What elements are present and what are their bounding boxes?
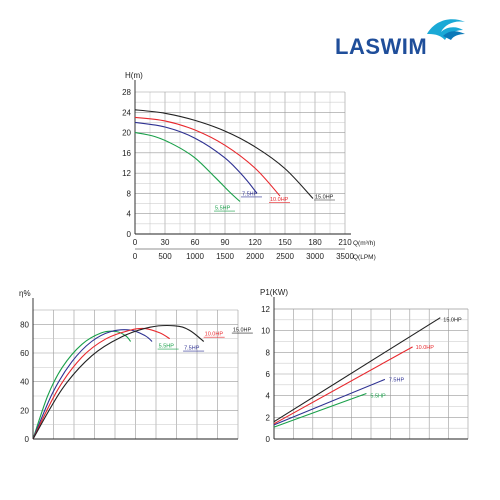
series-label: 7.5HP (389, 377, 405, 383)
x2-tick-label: 3000 (306, 252, 324, 261)
series-label: 7.5HP (184, 346, 200, 352)
y-axis-title: P1(KW) (260, 288, 288, 297)
chart-2: 0 20 40 60 80 η% 5.5HP 7.5HP 10.0HP 15.0HP (19, 289, 253, 444)
series-label: 10.0HP (205, 332, 224, 338)
wave-icon (427, 19, 465, 40)
x-axis-title: Q(m³/h) (353, 240, 375, 247)
series-label: 15.0HP (233, 328, 252, 334)
x2-tick-label: 3500 (336, 252, 354, 261)
y-tick-label: 4 (127, 210, 132, 219)
x-tick-label: 180 (308, 238, 322, 247)
y-tick-label: 12 (261, 305, 270, 314)
y-tick-label: 0 (266, 435, 271, 444)
x2-tick-label: 500 (158, 252, 172, 261)
x2-tick-label: 2000 (246, 252, 264, 261)
x-tick-label: 0 (133, 238, 138, 247)
series-line-7.5HP (134, 121, 258, 194)
series-line-7.5HP (32, 329, 153, 440)
series-line-5.5HP (273, 392, 367, 428)
chart-1: 0 4 8 12 16 20 24 28 H(m) 0 30 60 90 120 150 180 210 0 500… (122, 71, 376, 261)
x-tick-label: 150 (278, 238, 292, 247)
series-line-15.0HP (134, 109, 314, 199)
brand-logo: LASWIM (335, 14, 480, 59)
y-tick-label: 24 (122, 108, 131, 117)
y-tick-label: 10 (261, 327, 270, 336)
y-tick-label: 20 (20, 406, 29, 415)
series-label: 5.5HP (215, 206, 231, 212)
series-label: 15.0HP (443, 318, 462, 324)
series-label: 7.5HP (242, 191, 258, 197)
x-tick-label: 90 (221, 238, 230, 247)
series-label: 10.0HP (270, 197, 289, 203)
y-tick-label: 8 (127, 189, 132, 198)
x2-axis-title: Q(LPM) (353, 254, 376, 261)
x-tick-label: 210 (338, 238, 352, 247)
x2-tick-label: 1000 (186, 252, 204, 261)
x2-tick-label: 1500 (216, 252, 234, 261)
y-tick-label: 0 (25, 435, 30, 444)
series-label: 10.0HP (416, 345, 435, 351)
y-tick-label: 60 (20, 349, 29, 358)
series-line-5.5HP (134, 132, 241, 202)
series-label: 5.5HP (370, 394, 386, 400)
x-tick-label: 60 (191, 238, 200, 247)
y-tick-label: 20 (122, 129, 131, 138)
y-tick-label: 2 (266, 413, 271, 422)
chart-3: 0 2 4 6 8 10 12 P1(KW) 5.5HP 7.5HP 10.0HP 15.0HP (260, 288, 469, 444)
x2-tick-label: 2500 (276, 252, 294, 261)
y-axis-title: η% (19, 289, 31, 298)
y-tick-label: 16 (122, 149, 131, 158)
x2-tick-label: 0 (133, 252, 138, 261)
series-line-7.5HP (273, 378, 386, 426)
series-line-10.0HP (134, 116, 281, 197)
x-tick-label: 30 (161, 238, 170, 247)
y-tick-label: 40 (20, 378, 29, 387)
series-line-10.0HP (273, 346, 413, 425)
series-label: 5.5HP (159, 344, 175, 350)
series-label: 15.0HP (315, 195, 334, 201)
y-tick-label: 6 (266, 370, 271, 379)
series-line-10.0HP (32, 327, 170, 440)
brand-name: LASWIM (335, 34, 428, 59)
x-tick-label: 120 (248, 238, 262, 247)
y-tick-label: 28 (122, 88, 131, 97)
series-line-15.0HP (32, 324, 205, 440)
y-axis-title: H(m) (125, 71, 143, 80)
y-tick-label: 4 (266, 392, 271, 401)
series-line-15.0HP (273, 317, 441, 423)
y-tick-label: 8 (266, 348, 271, 357)
series-line-5.5HP (32, 330, 132, 440)
y-tick-label: 0 (127, 230, 132, 239)
y-tick-label: 12 (122, 169, 131, 178)
y-tick-label: 80 (20, 320, 29, 329)
